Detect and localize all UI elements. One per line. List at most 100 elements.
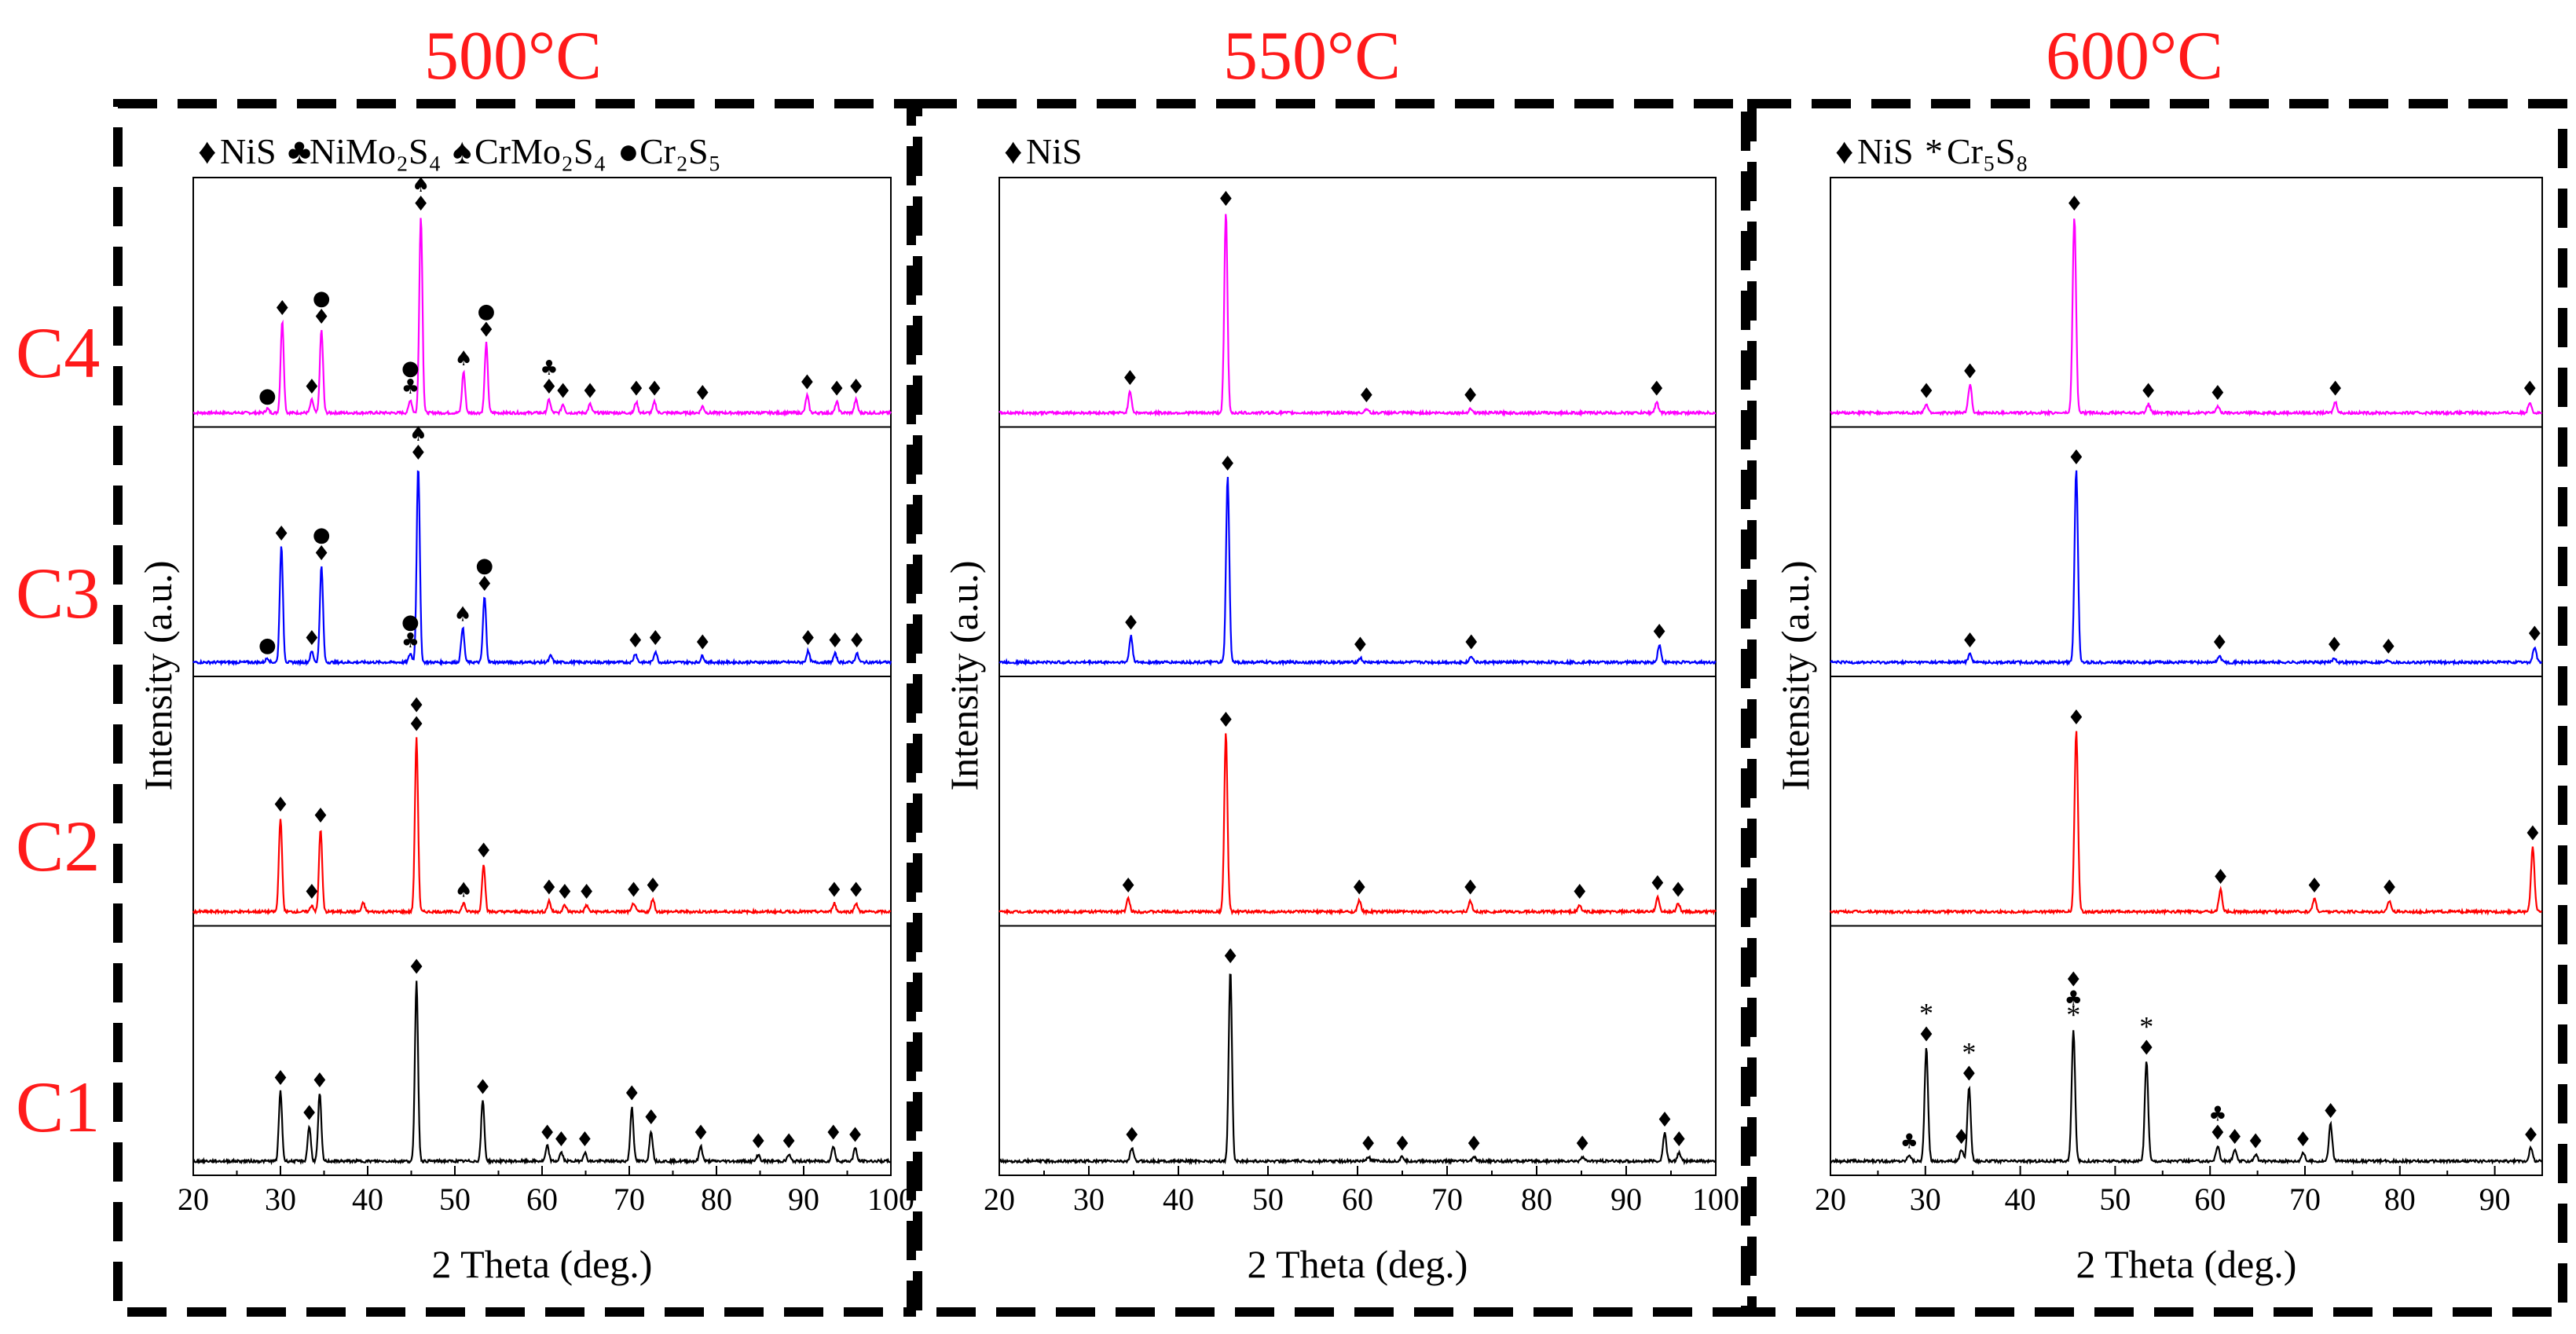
peak-marker: ♦ (1961, 629, 1979, 653)
peak-marker: ♦ (1573, 1132, 1591, 1156)
peak-marker: ♦ (846, 1123, 864, 1147)
xlabel-550: 2 Theta (deg.) (1248, 1242, 1468, 1286)
peak-marker: ♣ (2065, 988, 2083, 1011)
xrd-trace-c1 (999, 973, 1717, 1166)
panel-500: ♦ NiS ♣NiMo₂S₄ ♠ CrMo₂S₄ ● Cr₂S₅ ●♦♦♦●♣●♦♠♠♦●♦… (136, 131, 914, 1286)
sample-label-c3: C3 (16, 553, 100, 633)
peak-marker: ♦ (540, 376, 558, 399)
peak-marker: * (2066, 999, 2080, 1031)
xrd-trace-c4 (999, 214, 1717, 417)
peak-marker: ♦ (1393, 1132, 1411, 1156)
peak-marker: ♦ (1952, 1126, 1970, 1149)
peak-marker: ♦ (798, 371, 816, 394)
peak-marker: ♦ (2321, 1100, 2340, 1123)
sample-label-c4: C4 (16, 313, 100, 393)
peak-marker: ♦ (1218, 453, 1237, 476)
group-frame-550 (913, 99, 1750, 1317)
peak-marker: ♦ (540, 877, 558, 900)
peak-marker: ♦ (1648, 872, 1666, 896)
x-tick-label: 30 (265, 1182, 296, 1217)
peak-marker: ● (313, 287, 331, 310)
peak-marker: ♦ (694, 632, 712, 655)
xrd-trace-c2 (999, 733, 1717, 916)
peak-marker: ♦ (2067, 446, 2085, 470)
legend-entry: NiS (220, 131, 277, 171)
peak-marker: ♦ (1461, 877, 1479, 900)
peak-marker: ♠ (412, 174, 430, 197)
legend-symbol: * (1925, 131, 1943, 171)
peak-marker: ♦ (552, 1128, 570, 1152)
legend-entry: NiS (1026, 131, 1083, 171)
peak-marker: ● (313, 523, 331, 547)
peak-marker: ♦ (1217, 188, 1235, 211)
peak-marker: ♦ (475, 839, 493, 863)
x-tick-label: 90 (2479, 1182, 2511, 1217)
peak-marker: ♦ (2326, 378, 2344, 401)
peak-marker: ♦ (555, 881, 573, 904)
peak-marker: ♠ (454, 878, 472, 902)
peak-marker: ♦ (826, 629, 844, 653)
xrd-trace-c3 (999, 477, 1717, 667)
x-tick-label: 40 (2005, 1182, 2036, 1217)
x-tick-label: 70 (2289, 1182, 2321, 1217)
peak-marker: ♦ (581, 379, 599, 403)
peak-marker: ♦ (310, 1069, 328, 1093)
peak-marker: ♦ (2065, 969, 2083, 992)
peak-marker: ♦ (1570, 881, 1588, 904)
peak-marker: * (1962, 1037, 1976, 1068)
peak-marker: ♦ (1358, 384, 1376, 408)
x-tick-label: 40 (352, 1182, 383, 1217)
temp-label-600: 600°C (2046, 18, 2223, 94)
peak-marker: ● (401, 357, 420, 380)
xrd-trace-c2 (1829, 731, 2542, 916)
ticks-600: 20 30 40 50 60 70 80 90 (1815, 1166, 2511, 1217)
peak-marker: ♦ (1465, 1132, 1483, 1156)
peak-marker: ♦ (828, 378, 846, 401)
temp-label-500: 500°C (424, 18, 602, 94)
peak-marker: ♦ (313, 542, 331, 566)
xrd-trace-c4 (192, 218, 892, 417)
peak-marker: ♦ (1217, 709, 1235, 732)
peak-marker: ♣ (401, 376, 420, 399)
peak-marker: ♦ (2211, 866, 2230, 889)
peak-marker: ♦ (749, 1131, 768, 1154)
ticks-500: 20 30 40 50 60 70 80 90 100 (178, 1166, 914, 1217)
xrd-trace-c2 (192, 737, 892, 916)
xlabel-600: 2 Theta (deg.) (2076, 1242, 2297, 1286)
peak-marker: ♦ (1123, 1123, 1141, 1147)
peak-marker: ♦ (1351, 633, 1369, 657)
traces-600: ♦♦♦♦ ♦ ♦ ♦♦♦♦ ♦ ♦♦♦♦ ♦ ♦♦♣♦*♦♦**♣♦♦*♦♣♦ ♦ ♦♦♦ (1829, 192, 2544, 1166)
peak-marker: ♦ (474, 1076, 492, 1099)
x-tick-label: 80 (2384, 1182, 2416, 1217)
peak-marker: ● (401, 610, 420, 634)
peak-marker: ♦ (847, 878, 865, 902)
peak-marker: ♦ (848, 629, 866, 653)
legend-symbol: ● (617, 131, 639, 171)
group-frame-500 (113, 99, 916, 1317)
legend-entry: NiS (1857, 131, 1914, 171)
peak-marker: ♦ (824, 1122, 842, 1145)
peak-marker: ♦ (825, 878, 843, 902)
peak-marker: ♦ (300, 1102, 318, 1126)
x-tick-label: 40 (1163, 1182, 1194, 1217)
x-tick-label: 50 (439, 1182, 471, 1217)
group-frame-600 (1747, 99, 2567, 1317)
x-tick-label: 80 (1521, 1182, 1552, 1217)
x-tick-label: 90 (788, 1182, 819, 1217)
peak-marker: ♦ (2208, 1122, 2226, 1145)
peak-marker: ♦ (642, 1106, 660, 1130)
peak-marker: ♦ (538, 1122, 556, 1145)
peak-marker: ♦ (2211, 632, 2229, 655)
sample-label-c1: C1 (16, 1067, 100, 1147)
peak-marker: ♦ (408, 713, 426, 737)
peak-marker: ♦ (2294, 1128, 2312, 1152)
peak-marker: ♦ (2523, 822, 2541, 845)
legend-entry: NiMo₂S₄ (310, 131, 442, 171)
peak-marker: ♦ (412, 192, 430, 216)
x-tick-label: 50 (1252, 1182, 1284, 1217)
peak-marker: ♦ (1122, 612, 1140, 636)
peak-marker: ● (258, 633, 277, 657)
legend-symbol: ♦ (1004, 131, 1022, 171)
peak-marker: ♦ (302, 881, 321, 904)
